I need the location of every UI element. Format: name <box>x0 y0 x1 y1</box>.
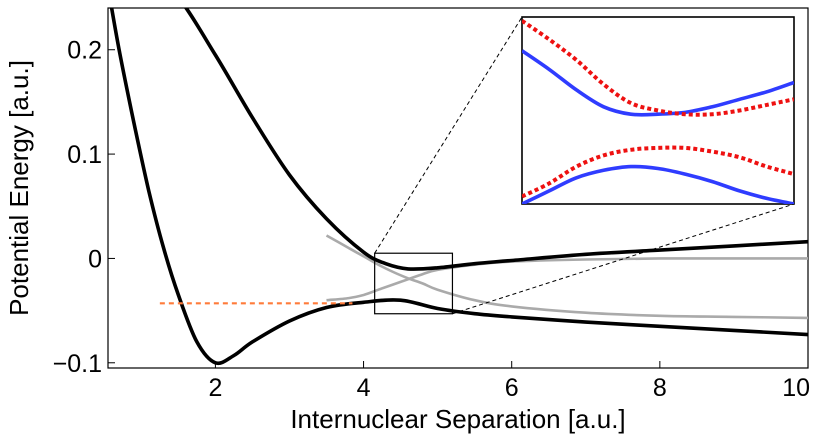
x-tick-label: 8 <box>653 374 667 402</box>
inset-line-upper-blue <box>522 49 794 117</box>
y-tick-label: 0.1 <box>67 141 102 169</box>
y-axis-ticks: −0.1 0 0.1 0.2 <box>53 37 115 378</box>
x-tick-label: 6 <box>505 374 519 402</box>
inset-connector-top <box>374 16 523 254</box>
inset-panel <box>521 16 795 205</box>
x-axis-ticks: 2 4 6 8 10 <box>208 361 810 402</box>
y-tick-label: 0.2 <box>67 37 102 65</box>
y-tick-label: 0 <box>88 245 102 273</box>
x-tick-label: 4 <box>357 374 371 402</box>
series-line-diabatic-2 <box>326 257 808 302</box>
series-line-lower-adiabatic <box>109 8 808 366</box>
main-curves <box>109 8 808 366</box>
y-tick-label: −0.1 <box>53 350 102 378</box>
inset-line-lower-blue <box>522 164 794 204</box>
y-axis-label: Potential Energy [a.u.] <box>4 60 34 316</box>
x-tick-label: 10 <box>782 374 810 402</box>
series-line-diabatic-1 <box>325 234 808 320</box>
series-line-upper-adiabatic <box>184 8 808 271</box>
x-axis-label: Internuclear Separation [a.u.] <box>290 404 625 434</box>
zoom-region-box <box>374 252 454 315</box>
inset-connector-bottom <box>452 203 795 315</box>
inset-line-lower-red <box>522 145 794 199</box>
x-tick-label: 2 <box>208 374 222 402</box>
inset-line-upper-red <box>522 19 794 117</box>
